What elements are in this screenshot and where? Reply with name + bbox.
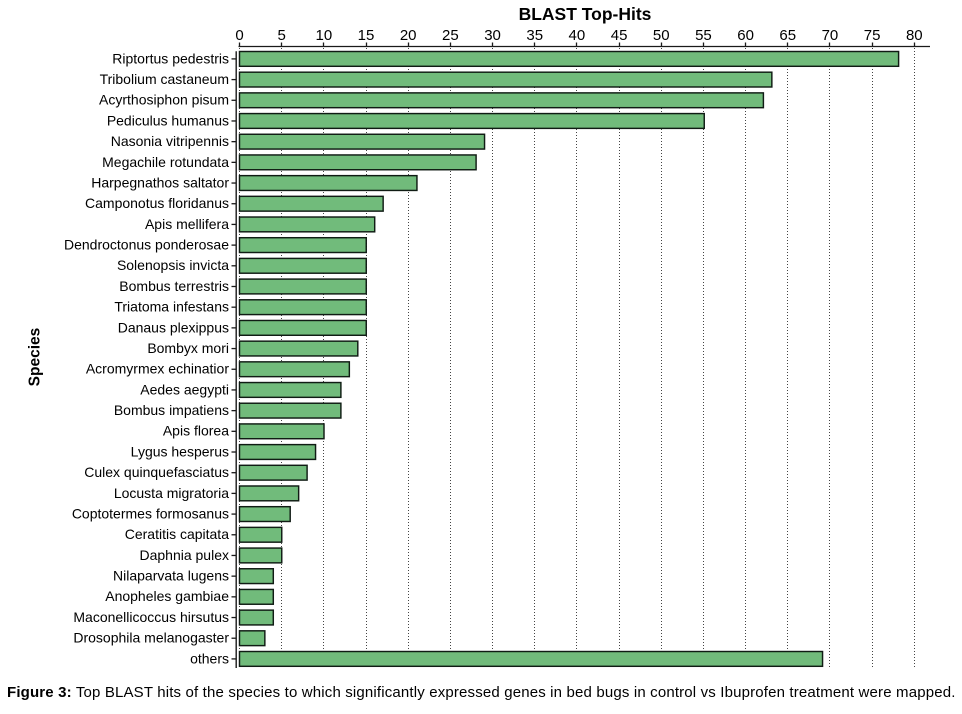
svg-text:20: 20 xyxy=(400,27,417,44)
svg-text:Apis florea: Apis florea xyxy=(163,423,229,439)
svg-text:Nilaparvata lugens: Nilaparvata lugens xyxy=(113,568,229,584)
svg-text:Lygus hesperus: Lygus hesperus xyxy=(131,443,229,459)
svg-text:Locusta migratoria: Locusta migratoria xyxy=(114,485,229,501)
svg-text:Bombyx mori: Bombyx mori xyxy=(147,340,229,356)
svg-text:Danaus plexippus: Danaus plexippus xyxy=(118,319,229,335)
svg-text:80: 80 xyxy=(906,27,923,44)
svg-text:Acyrthosiphon pisum: Acyrthosiphon pisum xyxy=(99,92,229,108)
svg-text:Figure 3: Top BLAST hits of th: Figure 3: Top BLAST hits of the species … xyxy=(7,684,956,701)
svg-text:Triatoma infestans: Triatoma infestans xyxy=(114,299,229,315)
svg-text:30: 30 xyxy=(484,27,501,44)
svg-text:40: 40 xyxy=(569,27,586,44)
svg-text:others: others xyxy=(190,650,229,666)
svg-text:25: 25 xyxy=(442,27,459,44)
svg-text:60: 60 xyxy=(737,27,754,44)
svg-text:Species: Species xyxy=(27,328,44,387)
svg-text:Camponotus floridanus: Camponotus floridanus xyxy=(85,195,229,211)
svg-text:50: 50 xyxy=(653,27,670,44)
svg-text:Solenopsis invicta: Solenopsis invicta xyxy=(117,257,229,273)
svg-text:Daphnia pulex: Daphnia pulex xyxy=(139,547,229,563)
svg-text:Aedes aegypti: Aedes aegypti xyxy=(140,381,229,397)
svg-text:Maconellicoccus hirsutus: Maconellicoccus hirsutus xyxy=(73,609,229,625)
svg-text:65: 65 xyxy=(779,27,796,44)
svg-text:Harpegnathos saltator: Harpegnathos saltator xyxy=(91,174,229,190)
svg-text:Bombus terrestris: Bombus terrestris xyxy=(119,278,229,294)
svg-text:Bombus impatiens: Bombus impatiens xyxy=(114,402,229,418)
svg-text:0: 0 xyxy=(235,27,243,44)
svg-text:5: 5 xyxy=(278,27,286,44)
svg-text:35: 35 xyxy=(526,27,543,44)
svg-text:Coptotermes formosanus: Coptotermes formosanus xyxy=(72,505,229,521)
svg-text:75: 75 xyxy=(864,27,881,44)
svg-text:10: 10 xyxy=(316,27,333,44)
svg-text:Anopheles gambiae: Anopheles gambiae xyxy=(105,588,229,604)
svg-text:Culex quinquefasciatus: Culex quinquefasciatus xyxy=(84,464,229,480)
svg-text:Tribolium castaneum: Tribolium castaneum xyxy=(100,71,229,87)
svg-text:70: 70 xyxy=(822,27,839,44)
svg-text:Riptortus pedestris: Riptortus pedestris xyxy=(112,50,229,66)
svg-text:55: 55 xyxy=(695,27,712,44)
svg-text:Dendroctonus ponderosae: Dendroctonus ponderosae xyxy=(64,237,229,253)
svg-text:Nasonia vitripennis: Nasonia vitripennis xyxy=(111,133,229,149)
svg-text:Apis mellifera: Apis mellifera xyxy=(145,216,229,232)
svg-text:Acromyrmex echinatior: Acromyrmex echinatior xyxy=(86,361,229,377)
svg-text:Megachile rotundata: Megachile rotundata xyxy=(102,154,229,170)
svg-text:45: 45 xyxy=(611,27,628,44)
svg-text:BLAST Top-Hits: BLAST Top-Hits xyxy=(519,4,652,24)
svg-text:Pediculus humanus: Pediculus humanus xyxy=(107,112,229,128)
svg-text:15: 15 xyxy=(358,27,375,44)
svg-text:Drosophila melanogaster: Drosophila melanogaster xyxy=(73,630,229,646)
svg-text:Ceratitis capitata: Ceratitis capitata xyxy=(125,526,229,542)
